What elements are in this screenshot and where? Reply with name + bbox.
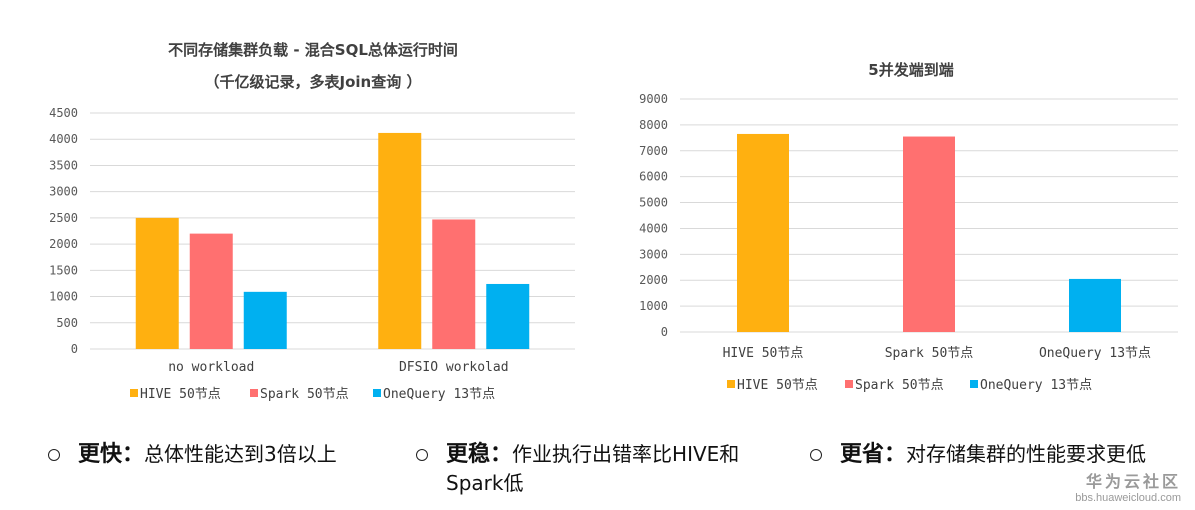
watermark-url: bbs.huaweicloud.com	[1075, 492, 1181, 504]
bar	[486, 283, 530, 349]
bullet-head: 更快	[78, 442, 123, 467]
y-tick-label: 2500	[49, 211, 78, 225]
legend-swatch	[373, 389, 381, 397]
bar	[737, 133, 789, 332]
chart-5-concurrency: 5并发端到端 0 1000 2000 3000 4000 5000 6000 7000 8000…	[639, 61, 1178, 393]
y-tick-label: 500	[56, 316, 78, 330]
x-category-label: DFSIO workolad	[399, 360, 509, 375]
x-category-label: no workload	[168, 360, 254, 375]
bullet-circle-icon	[48, 449, 60, 461]
bar	[378, 132, 422, 349]
bullet-text: 更快：总体性能达到3倍以上	[78, 440, 337, 469]
y-tick-label: 3000	[49, 185, 78, 199]
bullet-sep: ：	[122, 442, 145, 467]
watermark-name: 华为云社区	[1085, 472, 1181, 491]
bar	[243, 291, 287, 349]
bullet-body: 总体性能达到3倍以上	[144, 442, 337, 466]
bullet-sep: ：	[884, 442, 907, 467]
bullet-head: 更省	[840, 442, 885, 467]
watermark: 华为云社区 bbs.huaweicloud.com	[1075, 468, 1181, 504]
y-tick-label: 3000	[639, 247, 668, 261]
legend-label: Spark 50节点	[260, 387, 349, 402]
y-tick-label: 1500	[49, 263, 78, 277]
legend-swatch	[970, 380, 978, 388]
bullet-text: 更省：对存储集群的性能要求更低	[840, 440, 1146, 469]
bullet-body: 作业执行出错率比HIVE和Spark低	[446, 442, 740, 495]
y-tick-label: 4000	[49, 132, 78, 146]
y-tick-label: 6000	[639, 170, 668, 184]
bar	[432, 219, 476, 349]
chart1-subtitle: （千亿级记录，多表Join查询 ）	[205, 73, 422, 91]
y-tick-label: 7000	[639, 144, 668, 158]
legend-swatch	[130, 389, 138, 397]
legend-label: OneQuery 13节点	[383, 387, 495, 402]
y-tick-label: 2000	[639, 273, 668, 287]
y-tick-label: 2000	[49, 237, 78, 251]
y-tick-label: 8000	[639, 118, 668, 132]
bullet-circle-icon	[810, 449, 822, 461]
bullet-text: 更稳：作业执行出错率比HIVE和Spark低	[446, 440, 796, 497]
bullet-body: 对存储集群的性能要求更低	[906, 442, 1147, 466]
legend-swatch	[727, 380, 735, 388]
y-tick-label: 9000	[639, 92, 668, 106]
legend-label: HIVE 50节点	[737, 378, 818, 393]
chart2-title: 5并发端到端	[868, 61, 953, 79]
y-tick-label: 5000	[639, 196, 668, 210]
legend-label: OneQuery 13节点	[980, 378, 1092, 393]
bar	[1069, 278, 1121, 332]
x-category-label: Spark 50节点	[885, 346, 974, 361]
chart-sql-runtime: 不同存储集群负载 - 混合SQL总体运行时间 （千亿级记录，多表Join查询 ）…	[49, 41, 575, 402]
legend-swatch	[250, 389, 258, 397]
chart1-title: 不同存储集群负载 - 混合SQL总体运行时间	[168, 41, 458, 59]
y-tick-label: 1000	[639, 299, 668, 313]
bar	[135, 217, 179, 349]
bullet-sep: ：	[490, 442, 513, 467]
legend-label: HIVE 50节点	[140, 387, 221, 402]
legend-label: Spark 50节点	[855, 378, 944, 393]
bar	[189, 233, 233, 349]
y-tick-label: 0	[661, 325, 668, 339]
y-tick-label: 1000	[49, 290, 78, 304]
bullet-circle-icon	[416, 449, 428, 461]
x-category-label: OneQuery 13节点	[1039, 346, 1151, 361]
y-tick-label: 0	[71, 342, 78, 356]
bar	[903, 136, 955, 332]
x-category-label: HIVE 50节点	[723, 346, 804, 361]
legend-swatch	[845, 380, 853, 388]
y-tick-label: 3500	[49, 158, 78, 172]
bullet-head: 更稳	[446, 442, 491, 467]
y-tick-label: 4000	[639, 221, 668, 235]
y-tick-label: 4500	[49, 106, 78, 120]
